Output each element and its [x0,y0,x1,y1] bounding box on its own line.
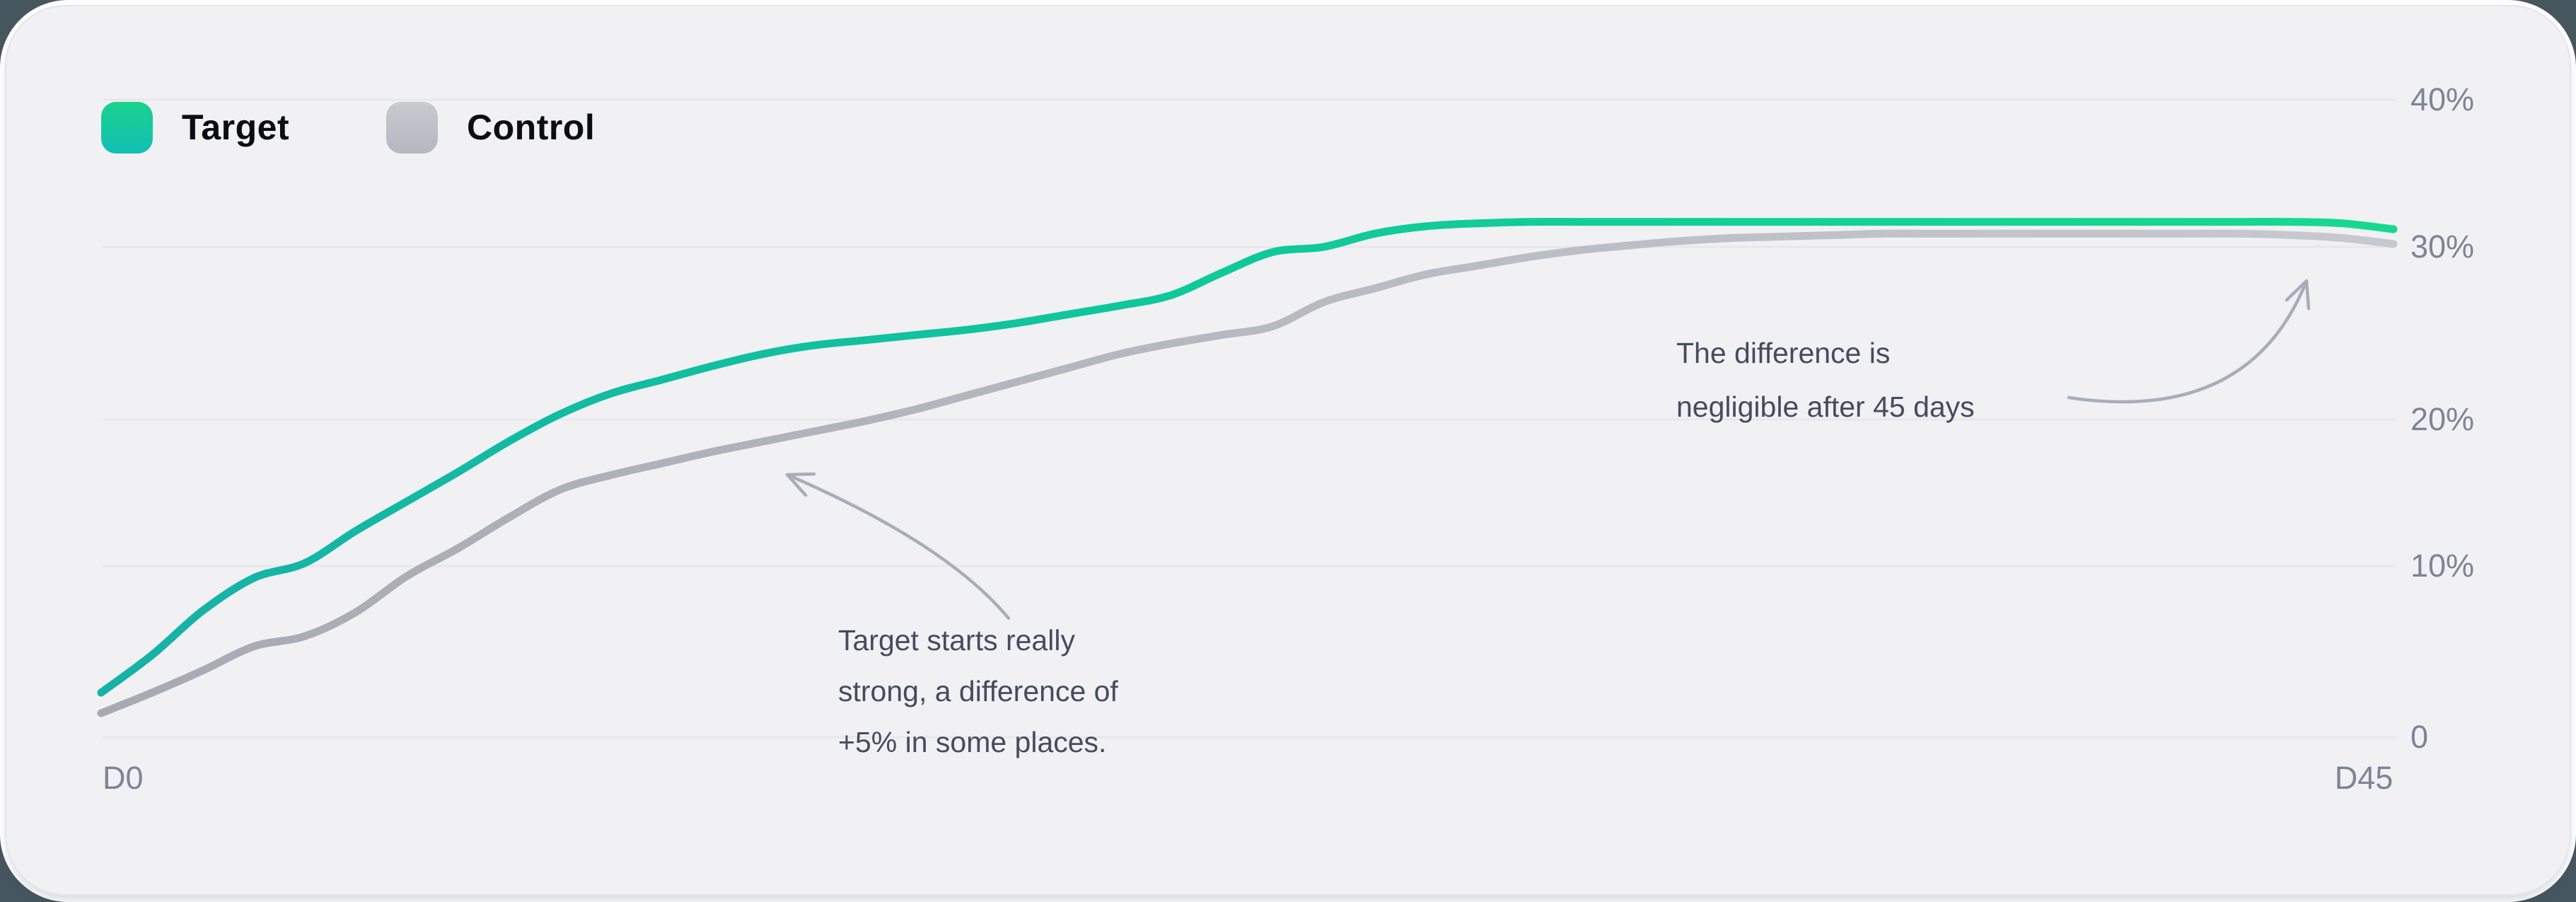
annotation-line: +5% in some places. [838,726,1107,758]
target-swatch [101,102,153,154]
arrow-to-curve-gap [785,472,1011,620]
annotation-line: strong, a difference of [838,675,1118,707]
y-axis-label-10: 10% [2410,548,2475,584]
y-axis-label-40: 40% [2410,81,2475,117]
control-line [97,229,2398,717]
x-axis-label-d0: D0 [103,760,144,796]
target-line [97,217,2398,697]
legend-item-control[interactable]: Control [386,102,595,154]
y-axis-label-30: 30% [2410,229,2475,265]
annotation-difference-negligible: The difference is negligible after 45 da… [1676,326,1975,434]
arrow-to-curve-end [2067,279,2311,404]
annotation-line: The difference is [1676,337,1891,369]
chart-card [5,5,2571,896]
legend-label-target: Target [182,108,290,147]
y-axis-label-20: 20% [2410,401,2475,437]
legend-label-control: Control [467,108,596,147]
annotation-line: Target starts really [838,624,1075,657]
gridlines [103,98,2396,739]
control-swatch [386,102,438,154]
legend-item-target[interactable]: Target [101,102,289,154]
x-axis-label-d45: D45 [2334,760,2394,796]
annotation-line: negligible after 45 days [1676,391,1975,423]
y-axis-label-0: 0 [2410,719,2429,755]
annotation-target-strong: Target starts really strong, a differenc… [838,615,1118,768]
